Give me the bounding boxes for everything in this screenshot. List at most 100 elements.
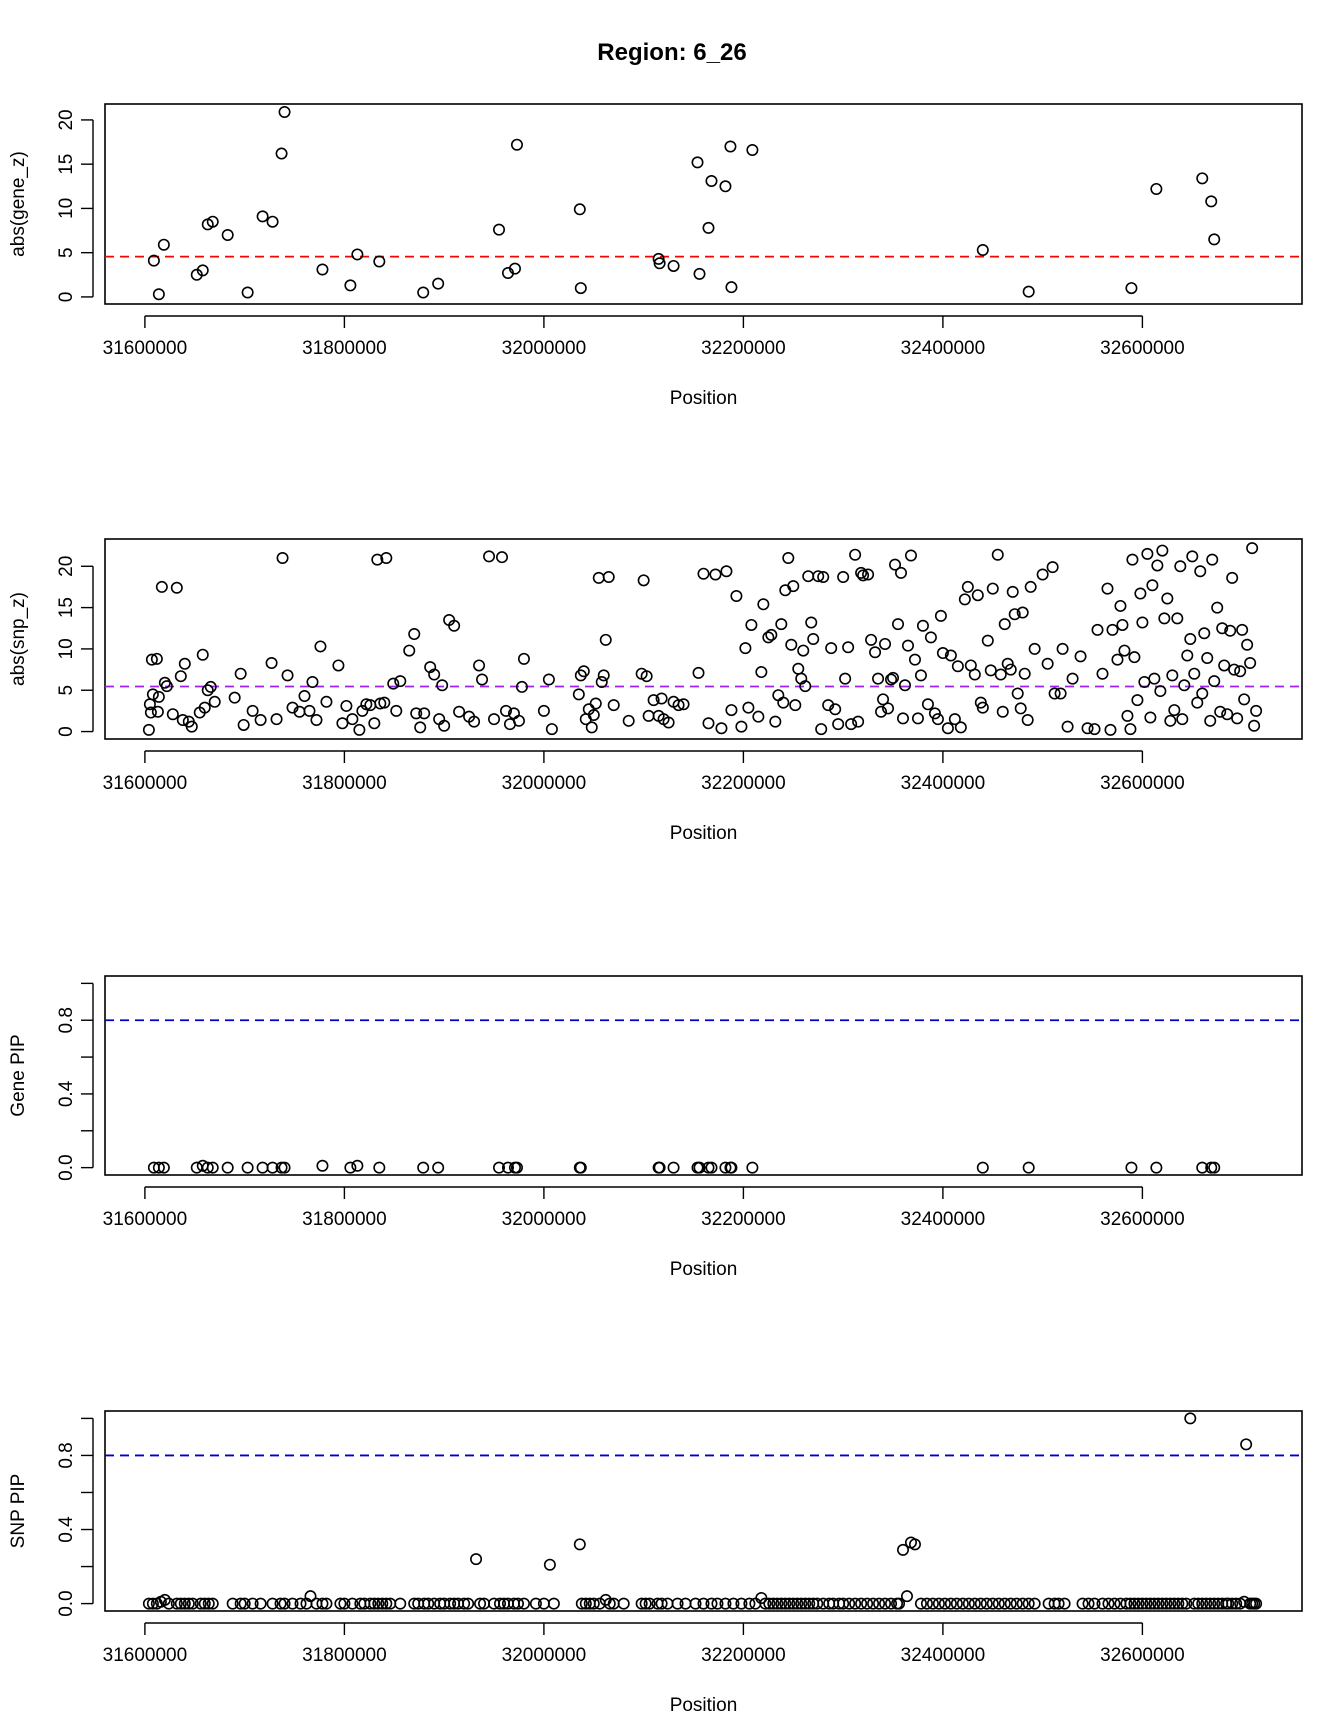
data-point (1151, 559, 1164, 572)
data-point (542, 673, 555, 686)
y-axis-label: Gene PIP (8, 1034, 29, 1116)
data-point (351, 248, 364, 261)
data-point (162, 1597, 175, 1610)
data-point (779, 1597, 792, 1610)
data-point (1126, 553, 1139, 566)
data-point (1206, 553, 1219, 566)
data-point (241, 1161, 254, 1174)
data-point (976, 244, 989, 257)
data-point (702, 221, 715, 234)
data-point (545, 723, 558, 736)
data-point (944, 1597, 957, 1610)
data-point (1124, 1597, 1137, 1610)
data-point (787, 580, 800, 593)
data-point (877, 693, 890, 706)
data-point (1224, 624, 1237, 637)
data-point (862, 568, 875, 581)
x-tick-label: 31800000 (302, 773, 387, 794)
data-point (496, 551, 509, 564)
data-point (849, 548, 862, 561)
data-point (898, 679, 911, 692)
data-point (887, 671, 900, 684)
data-point (914, 1597, 927, 1610)
data-point (759, 1597, 772, 1610)
data-point (1226, 571, 1239, 584)
data-point (1234, 665, 1247, 678)
data-point (845, 718, 858, 731)
data-point (855, 566, 868, 579)
data-point (855, 1597, 868, 1610)
data-point (1150, 1161, 1163, 1174)
data-point (948, 713, 961, 726)
data-point (655, 692, 668, 705)
data-point (1241, 638, 1254, 651)
data-point (931, 713, 944, 726)
data-point (837, 1597, 850, 1610)
data-point (920, 1597, 933, 1610)
data-point (735, 720, 748, 733)
data-point (1056, 642, 1069, 655)
data-point (1204, 714, 1217, 727)
data-point (640, 670, 653, 683)
data-point (921, 698, 934, 711)
data-point (693, 267, 706, 280)
data-point (510, 1161, 523, 1174)
data-point (142, 1597, 155, 1610)
data-point (453, 705, 466, 718)
data-point (587, 1597, 600, 1610)
data-point (408, 628, 421, 641)
data-point (795, 1597, 808, 1610)
data-point (1236, 623, 1249, 636)
data-point (867, 1597, 880, 1610)
data-point (885, 1597, 898, 1610)
data-point (266, 1597, 279, 1610)
y-tick-label: 15 (56, 154, 77, 175)
data-point (996, 705, 1009, 718)
data-point (488, 713, 501, 726)
data-point (160, 680, 173, 693)
data-point (962, 1597, 975, 1610)
data-point (1164, 714, 1177, 727)
data-point (602, 571, 615, 584)
data-point (380, 552, 393, 565)
data-point (574, 1161, 587, 1174)
data-point (777, 696, 790, 709)
data-point (1140, 1597, 1153, 1610)
data-point (265, 656, 278, 669)
data-point (266, 1161, 279, 1174)
data-point (763, 1597, 776, 1610)
data-point (652, 252, 665, 265)
y-tick-label: 0.8 (56, 1442, 77, 1468)
data-point (1176, 1597, 1189, 1610)
data-point (196, 264, 209, 277)
x-tick-label: 32000000 (502, 773, 587, 794)
data-point (1054, 687, 1067, 700)
data-point (879, 637, 892, 650)
data-point (206, 1597, 219, 1610)
data-point (971, 589, 984, 602)
panels: 31600000 31800000 32000000 32200000 32400000… (8, 103, 1303, 1716)
data-point (1125, 1161, 1138, 1174)
data-point (237, 718, 250, 731)
x-tick-label: 32200000 (701, 773, 786, 794)
data-point (1016, 606, 1029, 619)
data-point (147, 254, 160, 267)
data-point (1036, 568, 1049, 581)
data-point (483, 550, 496, 563)
data-point (1188, 1597, 1201, 1610)
data-point (849, 1597, 862, 1610)
data-point (839, 672, 852, 685)
data-point (587, 709, 600, 722)
data-point (832, 718, 845, 731)
data-point (428, 668, 441, 681)
data-point (1006, 585, 1019, 598)
data-point (944, 649, 957, 662)
data-point (278, 1597, 291, 1610)
x-tick-label: 32200000 (701, 338, 786, 359)
data-point (1208, 233, 1221, 246)
data-point (1108, 1597, 1121, 1610)
data-point (743, 1597, 756, 1610)
data-point (1178, 679, 1191, 692)
snp-pip-panel: 31600000 31800000 32000000 32200000 32400000… (8, 1410, 1303, 1716)
